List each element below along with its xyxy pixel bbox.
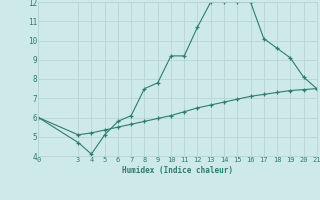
X-axis label: Humidex (Indice chaleur): Humidex (Indice chaleur) — [122, 166, 233, 175]
